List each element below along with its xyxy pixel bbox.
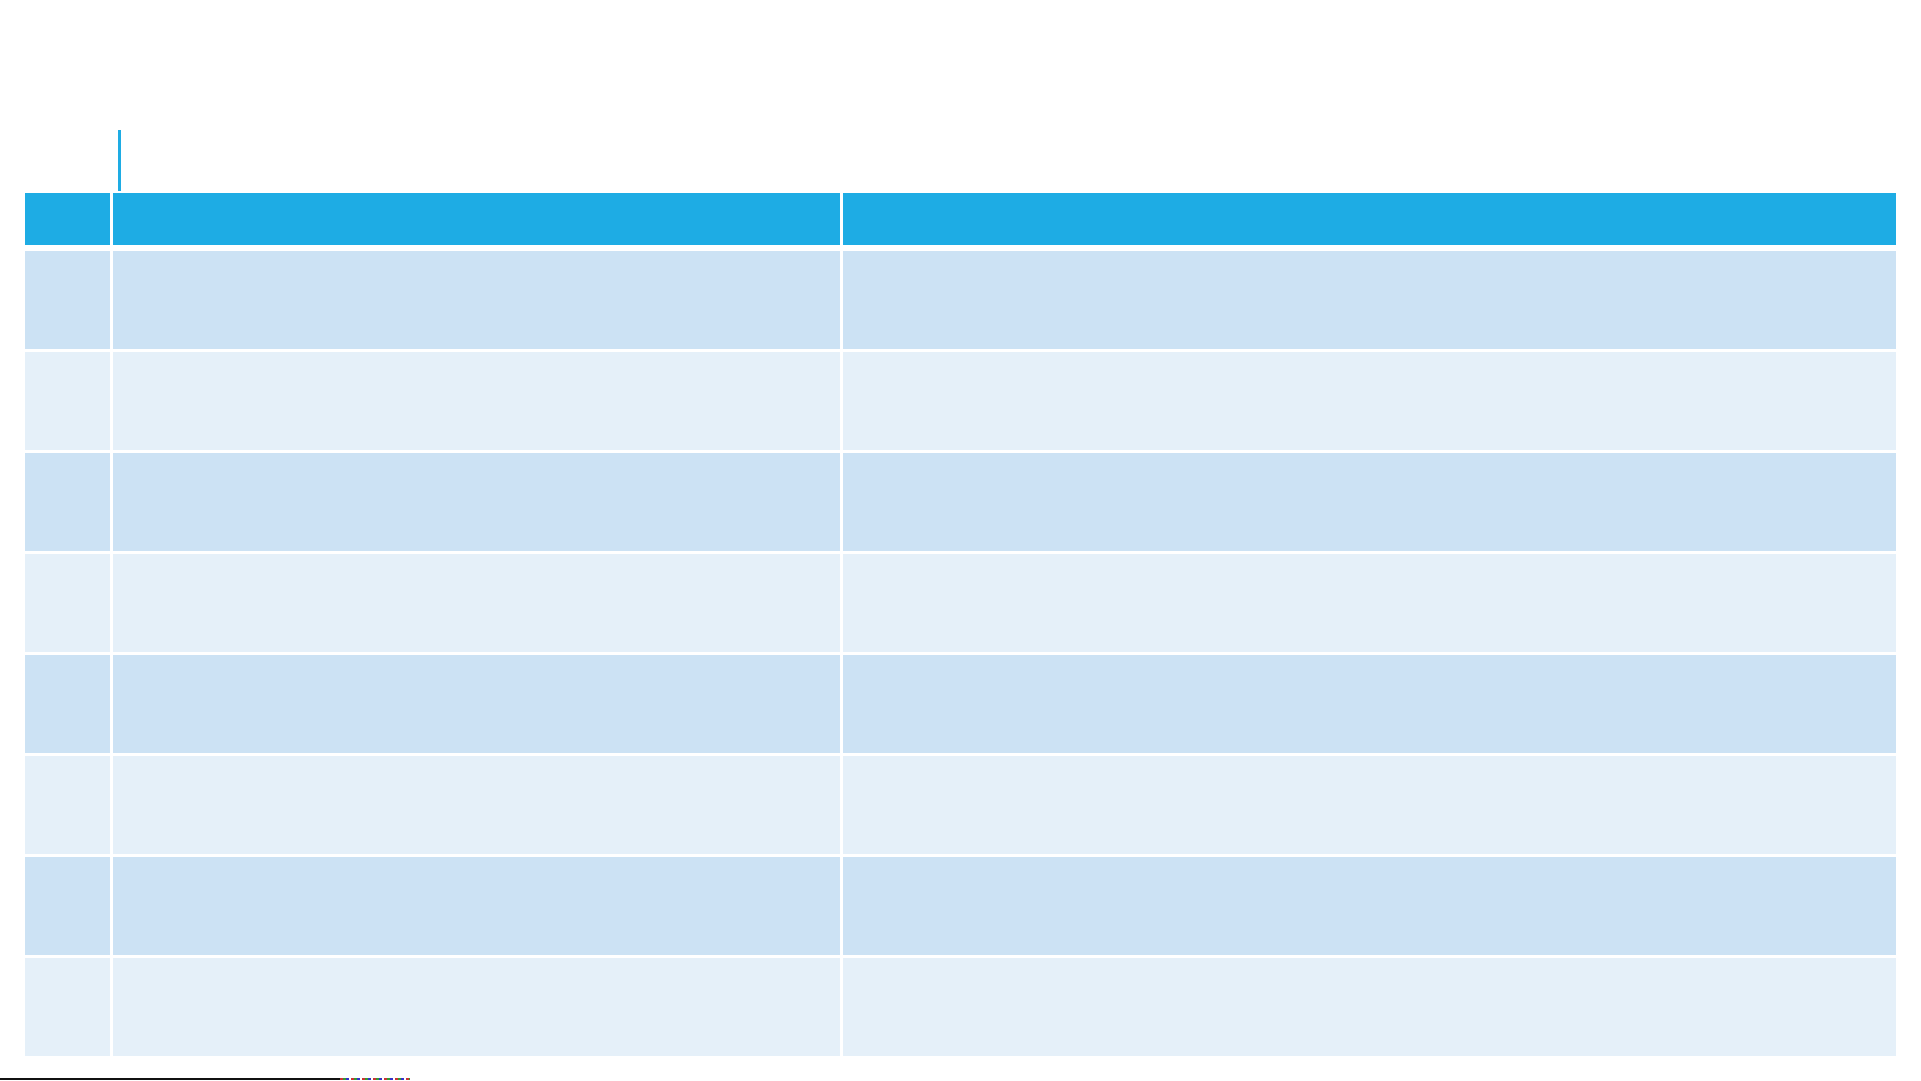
table-cell[interactable] bbox=[25, 655, 110, 753]
table-cell[interactable] bbox=[843, 554, 1896, 652]
table-cell[interactable] bbox=[113, 352, 840, 450]
table-cell[interactable] bbox=[25, 756, 110, 854]
table-cell[interactable] bbox=[113, 251, 840, 349]
table-cell[interactable] bbox=[113, 453, 840, 551]
table[interactable] bbox=[25, 193, 1896, 1059]
table-cell[interactable] bbox=[25, 453, 110, 551]
table-cell[interactable] bbox=[843, 352, 1896, 450]
table-cell[interactable] bbox=[113, 857, 840, 955]
table-cell[interactable] bbox=[25, 857, 110, 955]
table-cell[interactable] bbox=[843, 857, 1896, 955]
horizontal-scrollbar[interactable] bbox=[0, 1078, 340, 1080]
table-cell[interactable] bbox=[25, 554, 110, 652]
status-marks bbox=[340, 1078, 410, 1080]
header-cell[interactable] bbox=[113, 193, 840, 245]
header-cell[interactable] bbox=[25, 193, 110, 245]
table-cell[interactable] bbox=[113, 554, 840, 652]
table-cell[interactable] bbox=[25, 251, 110, 349]
table-cell[interactable] bbox=[843, 958, 1896, 1056]
table-cell[interactable] bbox=[113, 655, 840, 753]
table-cell[interactable] bbox=[25, 958, 110, 1056]
table-cell[interactable] bbox=[113, 756, 840, 854]
table-cell[interactable] bbox=[843, 453, 1896, 551]
table-cell[interactable] bbox=[843, 251, 1896, 349]
text-cursor bbox=[118, 130, 121, 191]
table-cell[interactable] bbox=[113, 958, 840, 1056]
table-cell[interactable] bbox=[843, 756, 1896, 854]
table-cell[interactable] bbox=[25, 352, 110, 450]
header-cell[interactable] bbox=[843, 193, 1896, 245]
table-cell[interactable] bbox=[843, 655, 1896, 753]
